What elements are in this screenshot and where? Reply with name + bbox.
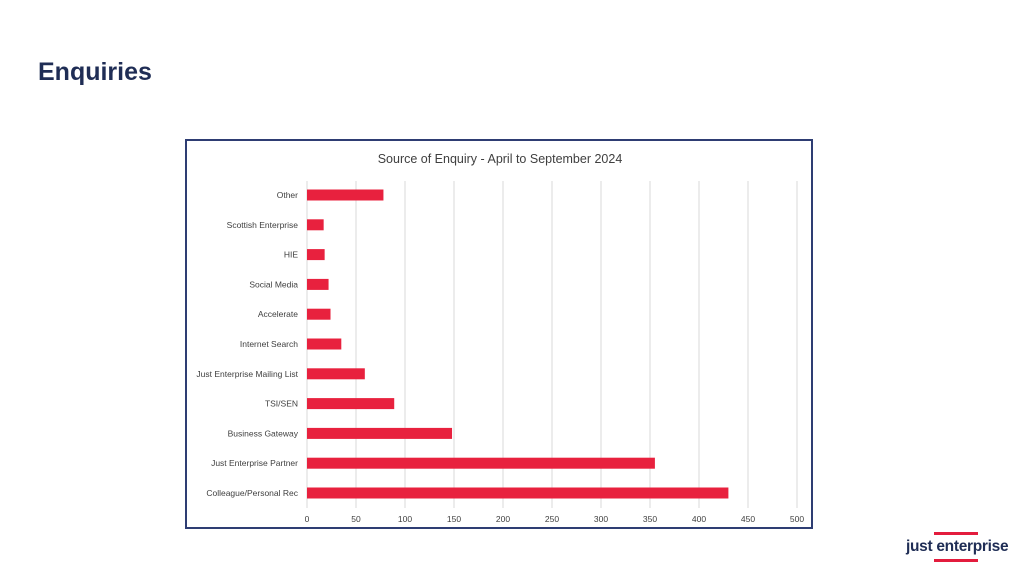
x-tick-label: 450 bbox=[741, 514, 755, 524]
category-label: Internet Search bbox=[240, 339, 298, 349]
bar bbox=[307, 249, 325, 261]
bar bbox=[307, 278, 329, 290]
bar bbox=[307, 398, 395, 410]
bar bbox=[307, 308, 331, 320]
bar bbox=[307, 487, 729, 499]
bar bbox=[307, 457, 655, 469]
category-label: Accelerate bbox=[258, 309, 298, 319]
chart-frame: Source of Enquiry - April to September 2… bbox=[185, 139, 813, 529]
logo-bar-bottom bbox=[934, 559, 978, 562]
logo-bar-top bbox=[934, 532, 978, 535]
bar bbox=[307, 219, 324, 231]
category-label: Just Enterprise Partner bbox=[211, 458, 298, 468]
category-label: Scottish Enterprise bbox=[227, 220, 299, 230]
bar bbox=[307, 368, 365, 380]
x-tick-label: 50 bbox=[351, 514, 361, 524]
category-label: HIE bbox=[284, 250, 299, 260]
category-label: TSI/SEN bbox=[265, 399, 298, 409]
category-labels: Other Scottish Enterprise HIE Social Media A… bbox=[196, 190, 298, 498]
bar bbox=[307, 189, 384, 201]
bar-chart: Source of Enquiry - April to September 2… bbox=[196, 152, 805, 524]
category-label: Just Enterprise Mailing List bbox=[196, 369, 298, 379]
grid-lines bbox=[306, 181, 798, 508]
x-axis-tick-labels: 0 50 100 150 200 250 300 350 400 450 500 bbox=[305, 514, 805, 524]
x-tick-label: 250 bbox=[545, 514, 559, 524]
x-tick-label: 200 bbox=[496, 514, 510, 524]
x-tick-label: 400 bbox=[692, 514, 706, 524]
x-tick-label: 150 bbox=[447, 514, 461, 524]
category-label: Other bbox=[277, 190, 298, 200]
bar bbox=[307, 427, 453, 439]
category-label: Colleague/Personal Rec bbox=[206, 488, 298, 498]
page-title: Enquiries bbox=[38, 58, 152, 86]
logo-text: just enterprise bbox=[906, 538, 1009, 555]
x-tick-label: 350 bbox=[643, 514, 657, 524]
x-tick-label: 0 bbox=[305, 514, 310, 524]
x-tick-label: 300 bbox=[594, 514, 608, 524]
bar bbox=[307, 338, 342, 350]
x-tick-label: 500 bbox=[790, 514, 804, 524]
category-label: Social Media bbox=[249, 279, 298, 289]
x-tick-label: 100 bbox=[398, 514, 412, 524]
chart-title: Source of Enquiry - April to September 2… bbox=[378, 152, 623, 166]
category-label: Business Gateway bbox=[228, 428, 299, 438]
bars bbox=[307, 189, 729, 499]
just-enterprise-logo: just enterprise bbox=[906, 532, 1012, 568]
